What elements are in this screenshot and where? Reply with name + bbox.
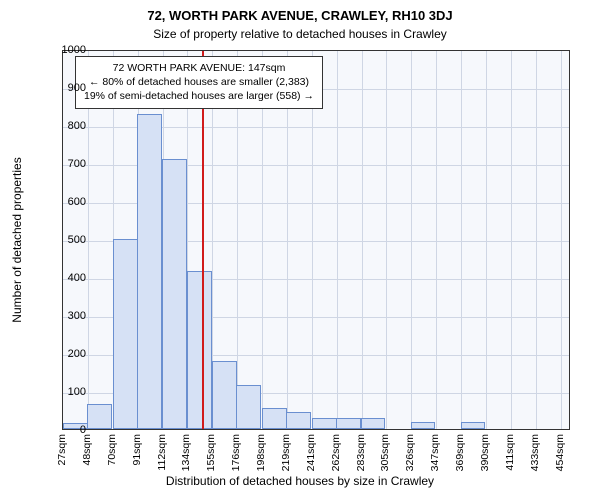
annotation-line1: 72 WORTH PARK AVENUE: 147sqm: [84, 61, 314, 75]
x-tick: 454sqm: [554, 434, 566, 471]
x-tick: 112sqm: [156, 434, 168, 471]
histogram-bar: [262, 408, 287, 429]
x-tick: 283sqm: [355, 434, 367, 471]
x-tick: 305sqm: [379, 434, 391, 471]
histogram-bar: [461, 422, 486, 429]
histogram-bar: [411, 422, 436, 429]
y-tick: 700: [36, 158, 86, 170]
histogram-bar: [162, 159, 187, 429]
y-tick: 1000: [36, 44, 86, 56]
y-tick: 400: [36, 272, 86, 284]
histogram-bar: [312, 418, 337, 429]
x-tick: 347sqm: [429, 434, 441, 471]
x-tick: 433sqm: [529, 434, 541, 471]
histogram-bar: [113, 239, 138, 429]
y-tick: 500: [36, 234, 86, 246]
x-tick: 48sqm: [81, 434, 93, 466]
x-tick: 262sqm: [330, 434, 342, 471]
x-axis-label: Distribution of detached houses by size …: [0, 474, 600, 488]
x-tick: 241sqm: [305, 434, 317, 471]
x-tick: 134sqm: [180, 434, 192, 471]
y-tick: 200: [36, 348, 86, 360]
page-title: 72, WORTH PARK AVENUE, CRAWLEY, RH10 3DJ: [0, 0, 600, 23]
histogram-bar: [336, 418, 361, 429]
y-tick: 600: [36, 196, 86, 208]
y-tick: 800: [36, 120, 86, 132]
y-axis-label: Number of detached properties: [10, 157, 24, 322]
x-tick: 27sqm: [56, 434, 68, 466]
y-tick: 100: [36, 386, 86, 398]
histogram-bar: [361, 418, 386, 429]
histogram-bar: [286, 412, 311, 429]
x-tick: 411sqm: [504, 434, 516, 471]
x-tick: 390sqm: [479, 434, 491, 471]
x-tick: 91sqm: [131, 434, 143, 466]
y-tick: 900: [36, 82, 86, 94]
x-tick: 369sqm: [454, 434, 466, 471]
y-tick: 300: [36, 310, 86, 322]
x-tick: 219sqm: [280, 434, 292, 471]
annotation-line2: ← 80% of detached houses are smaller (2,…: [84, 75, 314, 89]
x-tick: 326sqm: [404, 434, 416, 471]
annotation-box: 72 WORTH PARK AVENUE: 147sqm ← 80% of de…: [75, 56, 323, 109]
x-tick: 198sqm: [255, 434, 267, 471]
histogram-bar: [87, 404, 112, 429]
histogram-bar: [212, 361, 237, 429]
histogram-bar: [187, 271, 212, 429]
chart-subtitle: Size of property relative to detached ho…: [0, 23, 600, 47]
annotation-line3: 19% of semi-detached houses are larger (…: [84, 89, 314, 103]
histogram-bar: [137, 114, 162, 429]
histogram-bar: [236, 385, 261, 429]
x-tick: 155sqm: [205, 434, 217, 471]
x-tick: 176sqm: [230, 434, 242, 471]
x-tick: 70sqm: [106, 434, 118, 466]
